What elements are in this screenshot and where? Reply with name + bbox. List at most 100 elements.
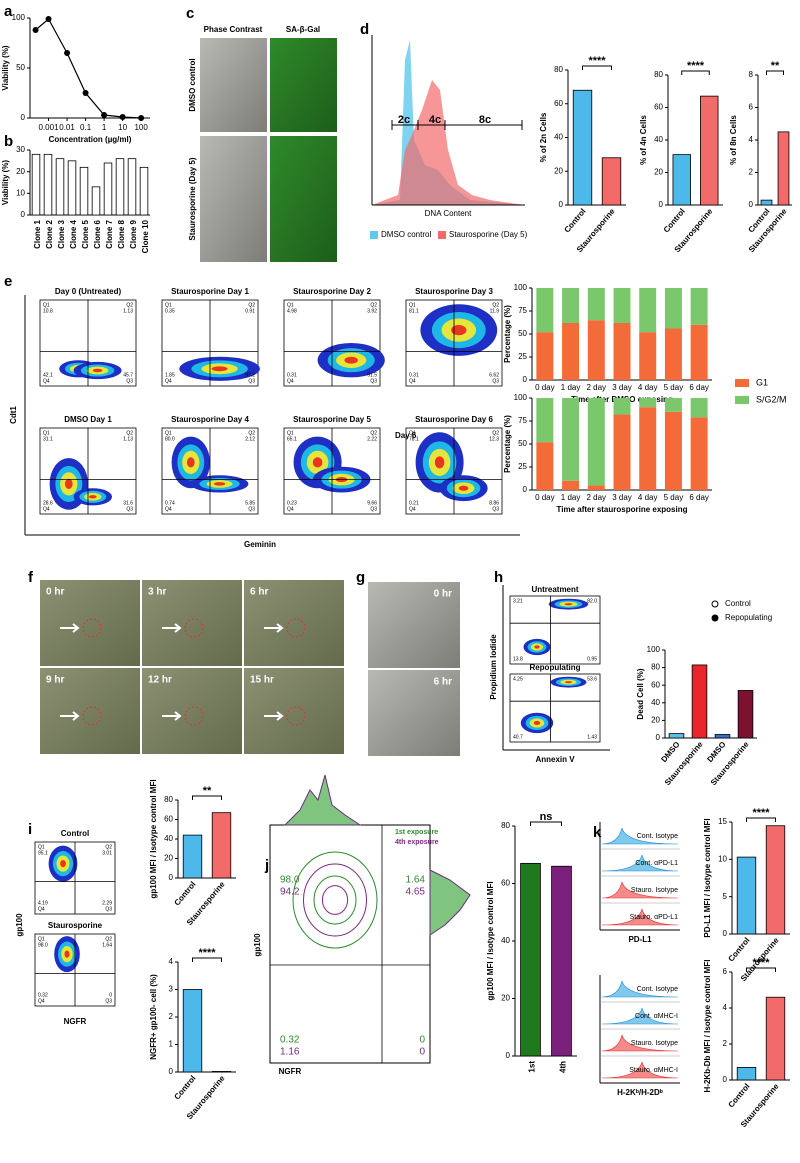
histogram-label: Cont. Isotype <box>637 833 678 840</box>
x-tick-label: DMSO <box>705 740 727 764</box>
time-label: 3 hr <box>148 587 166 598</box>
y-axis-title: NGFR+ gp100- cell (%) <box>149 974 158 1060</box>
x-axis-title: PD-L1 <box>628 935 652 944</box>
quadrant-name: Q1 <box>409 302 416 308</box>
quadrant-value: 45.7 <box>123 372 133 378</box>
density <box>344 356 358 364</box>
quadrant-name: Q3 <box>105 998 112 1004</box>
y-axis-title: gp100 <box>15 913 24 937</box>
density <box>312 457 323 468</box>
bar <box>601 157 622 206</box>
bar <box>691 664 708 739</box>
bar-segment <box>613 322 631 380</box>
bar-segment <box>562 480 580 490</box>
y-tick-label: 0 <box>523 485 528 494</box>
bar-segment <box>587 485 605 490</box>
quadrant-name: Q4 <box>409 378 416 384</box>
y-tick-label: 50 <box>518 329 527 338</box>
y-tick-label: 40 <box>164 834 173 843</box>
panel-letter: d <box>360 21 369 38</box>
bar-segment <box>536 288 554 333</box>
quadrant-value: 2.22 <box>367 436 377 442</box>
y-tick-label: 20 <box>16 167 25 176</box>
histogram-label: Stauro. αMHC-I <box>629 1067 678 1074</box>
x-tick-label: 3 day <box>612 383 632 392</box>
x-tick-label: DMSO <box>659 740 681 764</box>
time-label: 9 hr <box>46 675 64 686</box>
y-tick-label: 0 <box>523 375 528 384</box>
sig-bracket <box>192 957 222 962</box>
arrow <box>60 711 80 721</box>
significance: **** <box>198 947 216 959</box>
y-tick-label: 80 <box>164 795 173 804</box>
bar-segment <box>690 417 708 490</box>
micrograph <box>270 38 337 132</box>
quadrant-value: 28.6 <box>43 500 53 506</box>
quadrant-name: Q1 <box>287 430 294 436</box>
y-axis-title: Percentage (%) <box>503 415 512 473</box>
legend-label: Staurosporine (Day 5) <box>449 230 528 239</box>
bar <box>737 690 754 739</box>
arrow <box>162 623 182 633</box>
density <box>533 720 541 726</box>
y-tick-label: 60 <box>164 815 173 824</box>
y-axis-title: PD-L1 MFI / Isotype control MFI <box>703 818 712 937</box>
quadrant-value: 4.19 <box>38 900 48 906</box>
quadrant-value: 0 <box>419 1047 425 1058</box>
quadrant-value: 40.7 <box>513 734 523 740</box>
inset-label: Day 6 <box>395 431 417 440</box>
panel-letter: c <box>186 5 194 22</box>
y-axis-title: gp100 MFI / Isotype control MFI <box>486 881 495 1000</box>
quadrant-name: Q4 <box>165 506 172 512</box>
quadrant-name: Q3 <box>248 378 255 384</box>
x-axis-title: DNA Content <box>425 209 472 218</box>
histogram-curve <box>601 854 679 872</box>
x-axis-title: Time after staurosporine exposing <box>557 505 688 514</box>
x-tick-label: Clone 6 <box>93 219 102 248</box>
plot-title: Staurosporine Day 3 <box>415 287 493 296</box>
bar-segment <box>690 288 708 325</box>
point <box>119 114 126 120</box>
timelapse-frame <box>244 580 344 666</box>
histogram-curve <box>601 1061 679 1079</box>
quadrant-name: Q4 <box>287 378 294 384</box>
x-tick-label: Clone 10 <box>141 219 150 253</box>
y-tick-label: 2 <box>169 1012 174 1021</box>
quadrant-value: 1.43 <box>587 734 597 740</box>
y-tick-label: 4 <box>169 957 174 966</box>
panel-letter: e <box>4 273 12 290</box>
plot-title: Staurosporine <box>48 921 103 930</box>
quadrant-name: Q1 <box>165 430 172 436</box>
sig-bracket <box>766 70 784 75</box>
histogram-label: Stauro. Isotype <box>631 1040 678 1047</box>
y-axis-title: % of 4n Cells <box>639 115 648 165</box>
column-label: SA-β-Gal <box>286 25 320 34</box>
contour <box>313 875 357 925</box>
histogram-curve <box>601 1034 679 1052</box>
histogram-curve <box>601 980 679 998</box>
bar-segment <box>536 442 554 490</box>
bar <box>103 162 113 216</box>
x-tick-label: 0 day <box>535 493 555 502</box>
bar-segment <box>639 332 657 380</box>
x-tick-label: Control <box>172 1074 197 1102</box>
quadrant-name: Q3 <box>105 906 112 912</box>
bar-segment <box>639 407 657 490</box>
quadrant-value: 82.0 <box>587 598 597 604</box>
density <box>213 482 226 486</box>
y-tick-label: 75 <box>518 306 527 315</box>
bar-segment <box>664 328 682 380</box>
quadrant-name: Q3 <box>248 506 255 512</box>
plot-title: Day 0 (Untreated) <box>55 287 122 296</box>
time-label: 15 hr <box>250 675 274 686</box>
y-axis-title: % of 2n Cells <box>539 112 548 162</box>
y-tick-label: 50 <box>16 63 25 72</box>
quadrant-name: Q4 <box>165 378 172 384</box>
bar-segment <box>587 288 605 321</box>
quadrant-name: Q3 <box>370 506 377 512</box>
tracked-cell <box>184 618 204 638</box>
panel-letter: f <box>28 569 34 586</box>
row-label: DMSO control <box>188 58 197 111</box>
histogram-curve <box>372 80 525 205</box>
quadrant-name: Q4 <box>38 906 45 912</box>
